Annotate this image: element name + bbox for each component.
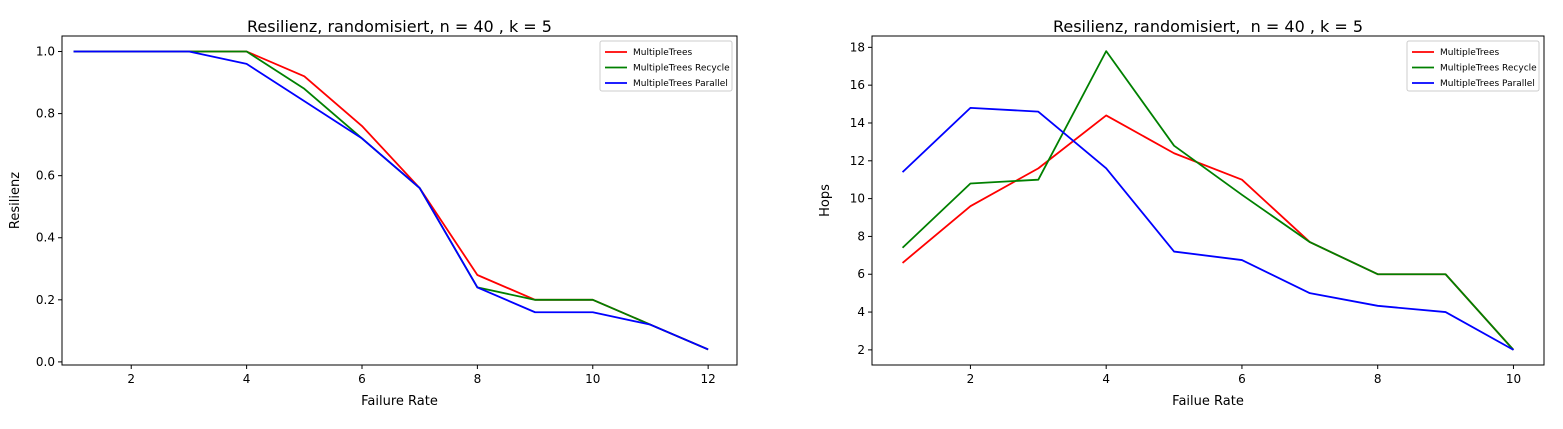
hops-y-tick-label-8: 18 <box>850 40 865 54</box>
resilienz-plot-frame <box>61 35 738 366</box>
hops-legend-label-0: MultipleTrees <box>1440 48 1500 58</box>
resilienz-x-tick-label-1: 4 <box>243 372 251 386</box>
hops-legend-label-1: MultipleTrees Recycle <box>1440 64 1537 74</box>
hops-y-tick-label-7: 16 <box>850 78 865 92</box>
hops-plot-frame <box>871 35 1545 366</box>
hops-y-tick-label-5: 12 <box>850 154 865 168</box>
hops-x-tick-label-3: 8 <box>1374 372 1382 386</box>
resilienz-y-tick-label-3: 0.6 <box>36 169 55 183</box>
resilienz-x-tick-label-0: 2 <box>127 372 135 386</box>
hops-x-tick-label-4: 10 <box>1506 372 1521 386</box>
hops-x-tick-label-1: 4 <box>1102 372 1110 386</box>
hops-x-tick-label-0: 2 <box>967 372 975 386</box>
hops-chart-title: Resilienz, randomisiert, n = 40 , k = 5 <box>1053 17 1363 36</box>
hops-y-tick-label-3: 8 <box>857 229 865 243</box>
resilienz-y-tick-label-5: 1.0 <box>36 45 55 59</box>
resilienz-legend <box>599 40 733 92</box>
resilienz-y-tick-label-4: 0.8 <box>36 107 55 121</box>
resilienz-chart: Resilienz, randomisiert, n = 40 , k = 5 … <box>8 17 738 409</box>
resilienz-x-tick-label-5: 12 <box>701 372 716 386</box>
hops-x-tick-label-2: 6 <box>1238 372 1246 386</box>
hops-y-tick-label-4: 10 <box>850 192 865 206</box>
resilienz-y-tick-label-1: 0.2 <box>36 293 55 307</box>
hops-y-tick-label-1: 4 <box>857 305 865 319</box>
resilienz-y-tick-label-2: 0.4 <box>36 231 55 245</box>
resilienz-chart-title: Resilienz, randomisiert, n = 40 , k = 5 <box>247 17 552 36</box>
resilienz-x-tick-label-3: 8 <box>474 372 482 386</box>
resilienz-legend-label-0: MultipleTrees <box>633 48 693 58</box>
resilienz-legend-label-1: MultipleTrees Recycle <box>633 64 730 74</box>
hops-chart-ylabel: Hops <box>818 184 833 217</box>
resilienz-x-tick-label-2: 6 <box>358 372 366 386</box>
resilienz-chart-ylabel: Resilienz <box>8 172 23 229</box>
resilienz-y-tick-label-0: 0.0 <box>36 355 55 369</box>
hops-legend-label-2: MultipleTrees Parallel <box>1440 79 1535 89</box>
resilienz-x-tick-label-4: 10 <box>585 372 600 386</box>
hops-chart-marks: 2 4 6 8 10 2 4 6 8 10 12 14 16 18 MultipleTrees Multipl… <box>850 35 1545 386</box>
hops-series-line-2 <box>901 106 1514 351</box>
resilienz-chart-xlabel: Failure Rate <box>361 394 438 409</box>
hops-y-tick-label-2: 6 <box>857 267 865 281</box>
hops-legend <box>1406 40 1540 92</box>
hops-y-tick-label-6: 14 <box>850 116 865 130</box>
resilienz-legend-label-2: MultipleTrees Parallel <box>633 79 728 89</box>
hops-series-line-1 <box>901 50 1515 351</box>
hops-y-tick-label-0: 2 <box>857 343 865 357</box>
resilienz-series-line-2 <box>73 50 709 351</box>
hops-chart: Resilienz, randomisiert, n = 40 , k = 5 … <box>818 17 1545 409</box>
resilienz-chart-marks: 2 4 6 8 10 12 0.0 0.2 0.4 0.6 0.8 1.0 MultipleTrees M… <box>36 35 738 386</box>
hops-chart-xlabel: Failue Rate <box>1172 394 1244 409</box>
